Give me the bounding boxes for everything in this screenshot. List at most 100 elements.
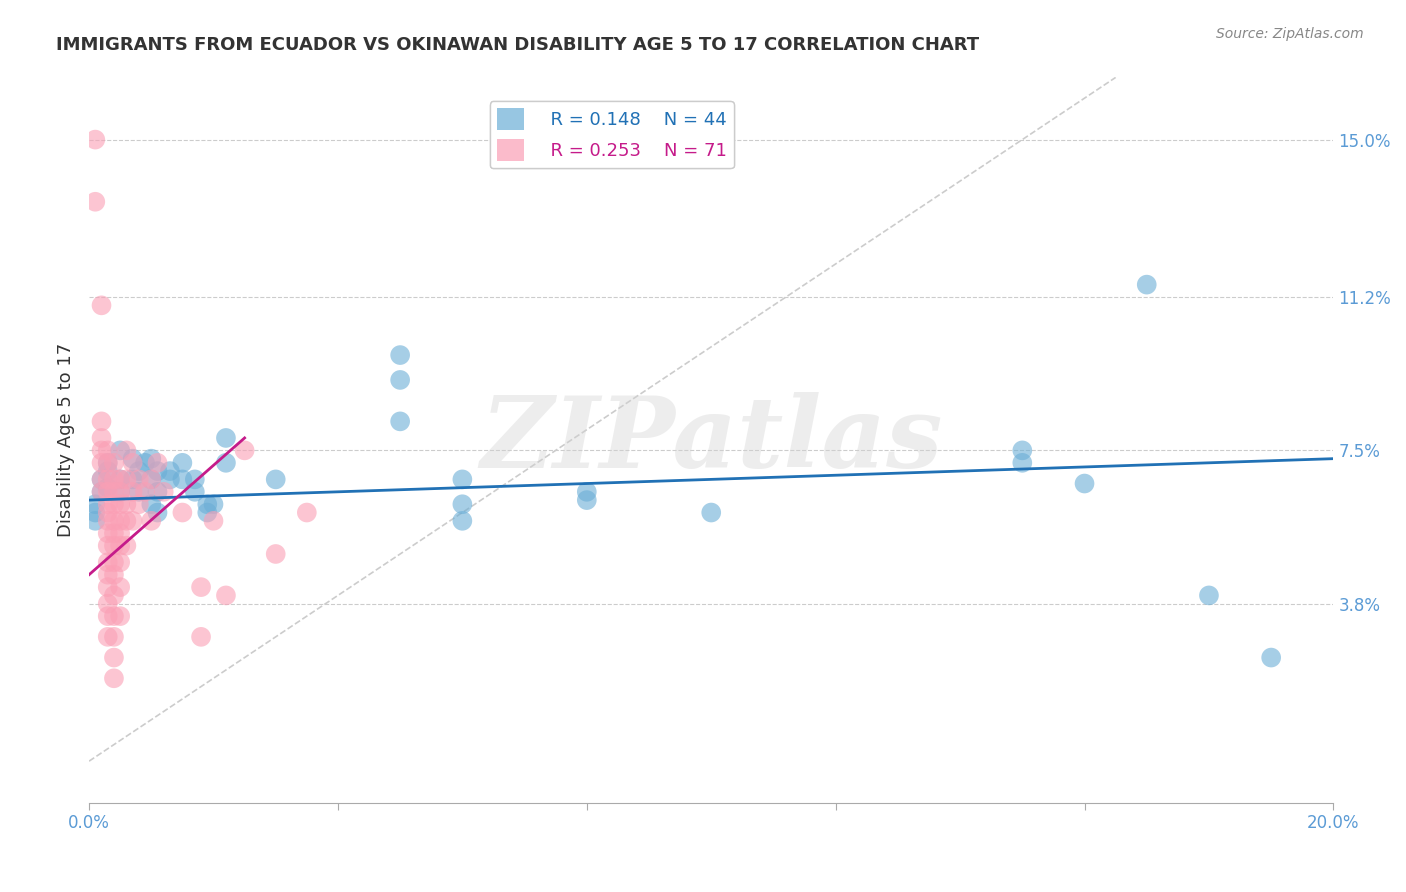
- Point: [103, 539, 125, 553]
- Point: [90, 472, 112, 486]
- Point: [103, 456, 125, 470]
- Point: [97, 497, 120, 511]
- Point: [84, 194, 107, 209]
- Point: [121, 451, 143, 466]
- Point: [1073, 476, 1095, 491]
- Point: [575, 493, 598, 508]
- Point: [108, 497, 131, 511]
- Point: [115, 514, 138, 528]
- Point: [97, 443, 120, 458]
- Point: [141, 472, 163, 486]
- Point: [172, 456, 194, 470]
- Point: [233, 443, 256, 458]
- Point: [90, 456, 112, 470]
- Point: [1136, 277, 1159, 292]
- Point: [172, 472, 194, 486]
- Point: [108, 555, 131, 569]
- Point: [97, 456, 120, 470]
- Point: [700, 506, 723, 520]
- Point: [103, 650, 125, 665]
- Point: [90, 414, 112, 428]
- Point: [103, 671, 125, 685]
- Point: [97, 472, 120, 486]
- Point: [108, 472, 131, 486]
- Point: [97, 597, 120, 611]
- Point: [108, 609, 131, 624]
- Point: [90, 472, 112, 486]
- Point: [84, 132, 107, 146]
- Point: [389, 348, 412, 362]
- Point: [115, 497, 138, 511]
- Point: [84, 514, 107, 528]
- Point: [97, 464, 120, 478]
- Point: [264, 472, 287, 486]
- Point: [103, 514, 125, 528]
- Point: [103, 555, 125, 569]
- Point: [575, 484, 598, 499]
- Point: [90, 443, 112, 458]
- Point: [108, 484, 131, 499]
- Point: [84, 506, 107, 520]
- Text: ZIPatlas: ZIPatlas: [479, 392, 942, 488]
- Point: [97, 609, 120, 624]
- Point: [103, 588, 125, 602]
- Point: [121, 472, 143, 486]
- Point: [97, 580, 120, 594]
- Point: [103, 567, 125, 582]
- Point: [103, 472, 125, 486]
- Point: [97, 526, 120, 541]
- Point: [295, 506, 318, 520]
- Point: [215, 456, 238, 470]
- Point: [128, 464, 150, 478]
- Point: [108, 539, 131, 553]
- Point: [115, 443, 138, 458]
- Point: [141, 451, 163, 466]
- Point: [1011, 456, 1033, 470]
- Point: [84, 497, 107, 511]
- Point: [1198, 588, 1220, 602]
- Point: [215, 431, 238, 445]
- Point: [115, 472, 138, 486]
- Text: IMMIGRANTS FROM ECUADOR VS OKINAWAN DISABILITY AGE 5 TO 17 CORRELATION CHART: IMMIGRANTS FROM ECUADOR VS OKINAWAN DISA…: [56, 36, 980, 54]
- Point: [97, 539, 120, 553]
- Point: [159, 464, 181, 478]
- Point: [389, 414, 412, 428]
- Point: [451, 472, 474, 486]
- Point: [141, 514, 163, 528]
- Point: [103, 609, 125, 624]
- Point: [90, 484, 112, 499]
- Point: [121, 456, 143, 470]
- Text: Source: ZipAtlas.com: Source: ZipAtlas.com: [1216, 27, 1364, 41]
- Point: [97, 506, 120, 520]
- Point: [128, 497, 150, 511]
- Point: [195, 497, 218, 511]
- Point: [389, 373, 412, 387]
- Point: [97, 456, 120, 470]
- Point: [108, 514, 131, 528]
- Point: [141, 497, 163, 511]
- Point: [159, 472, 181, 486]
- Point: [108, 484, 131, 499]
- Point: [451, 497, 474, 511]
- Point: [103, 630, 125, 644]
- Point: [146, 506, 169, 520]
- Point: [184, 472, 207, 486]
- Point: [90, 431, 112, 445]
- Point: [190, 630, 212, 644]
- Point: [90, 484, 112, 499]
- Point: [97, 630, 120, 644]
- Point: [134, 456, 156, 470]
- Point: [97, 567, 120, 582]
- Point: [451, 514, 474, 528]
- Point: [172, 506, 194, 520]
- Point: [108, 443, 131, 458]
- Point: [146, 456, 169, 470]
- Point: [146, 464, 169, 478]
- Point: [146, 484, 169, 499]
- Point: [1260, 650, 1282, 665]
- Point: [108, 526, 131, 541]
- Point: [202, 497, 225, 511]
- Point: [108, 472, 131, 486]
- Point: [195, 506, 218, 520]
- Point: [97, 514, 120, 528]
